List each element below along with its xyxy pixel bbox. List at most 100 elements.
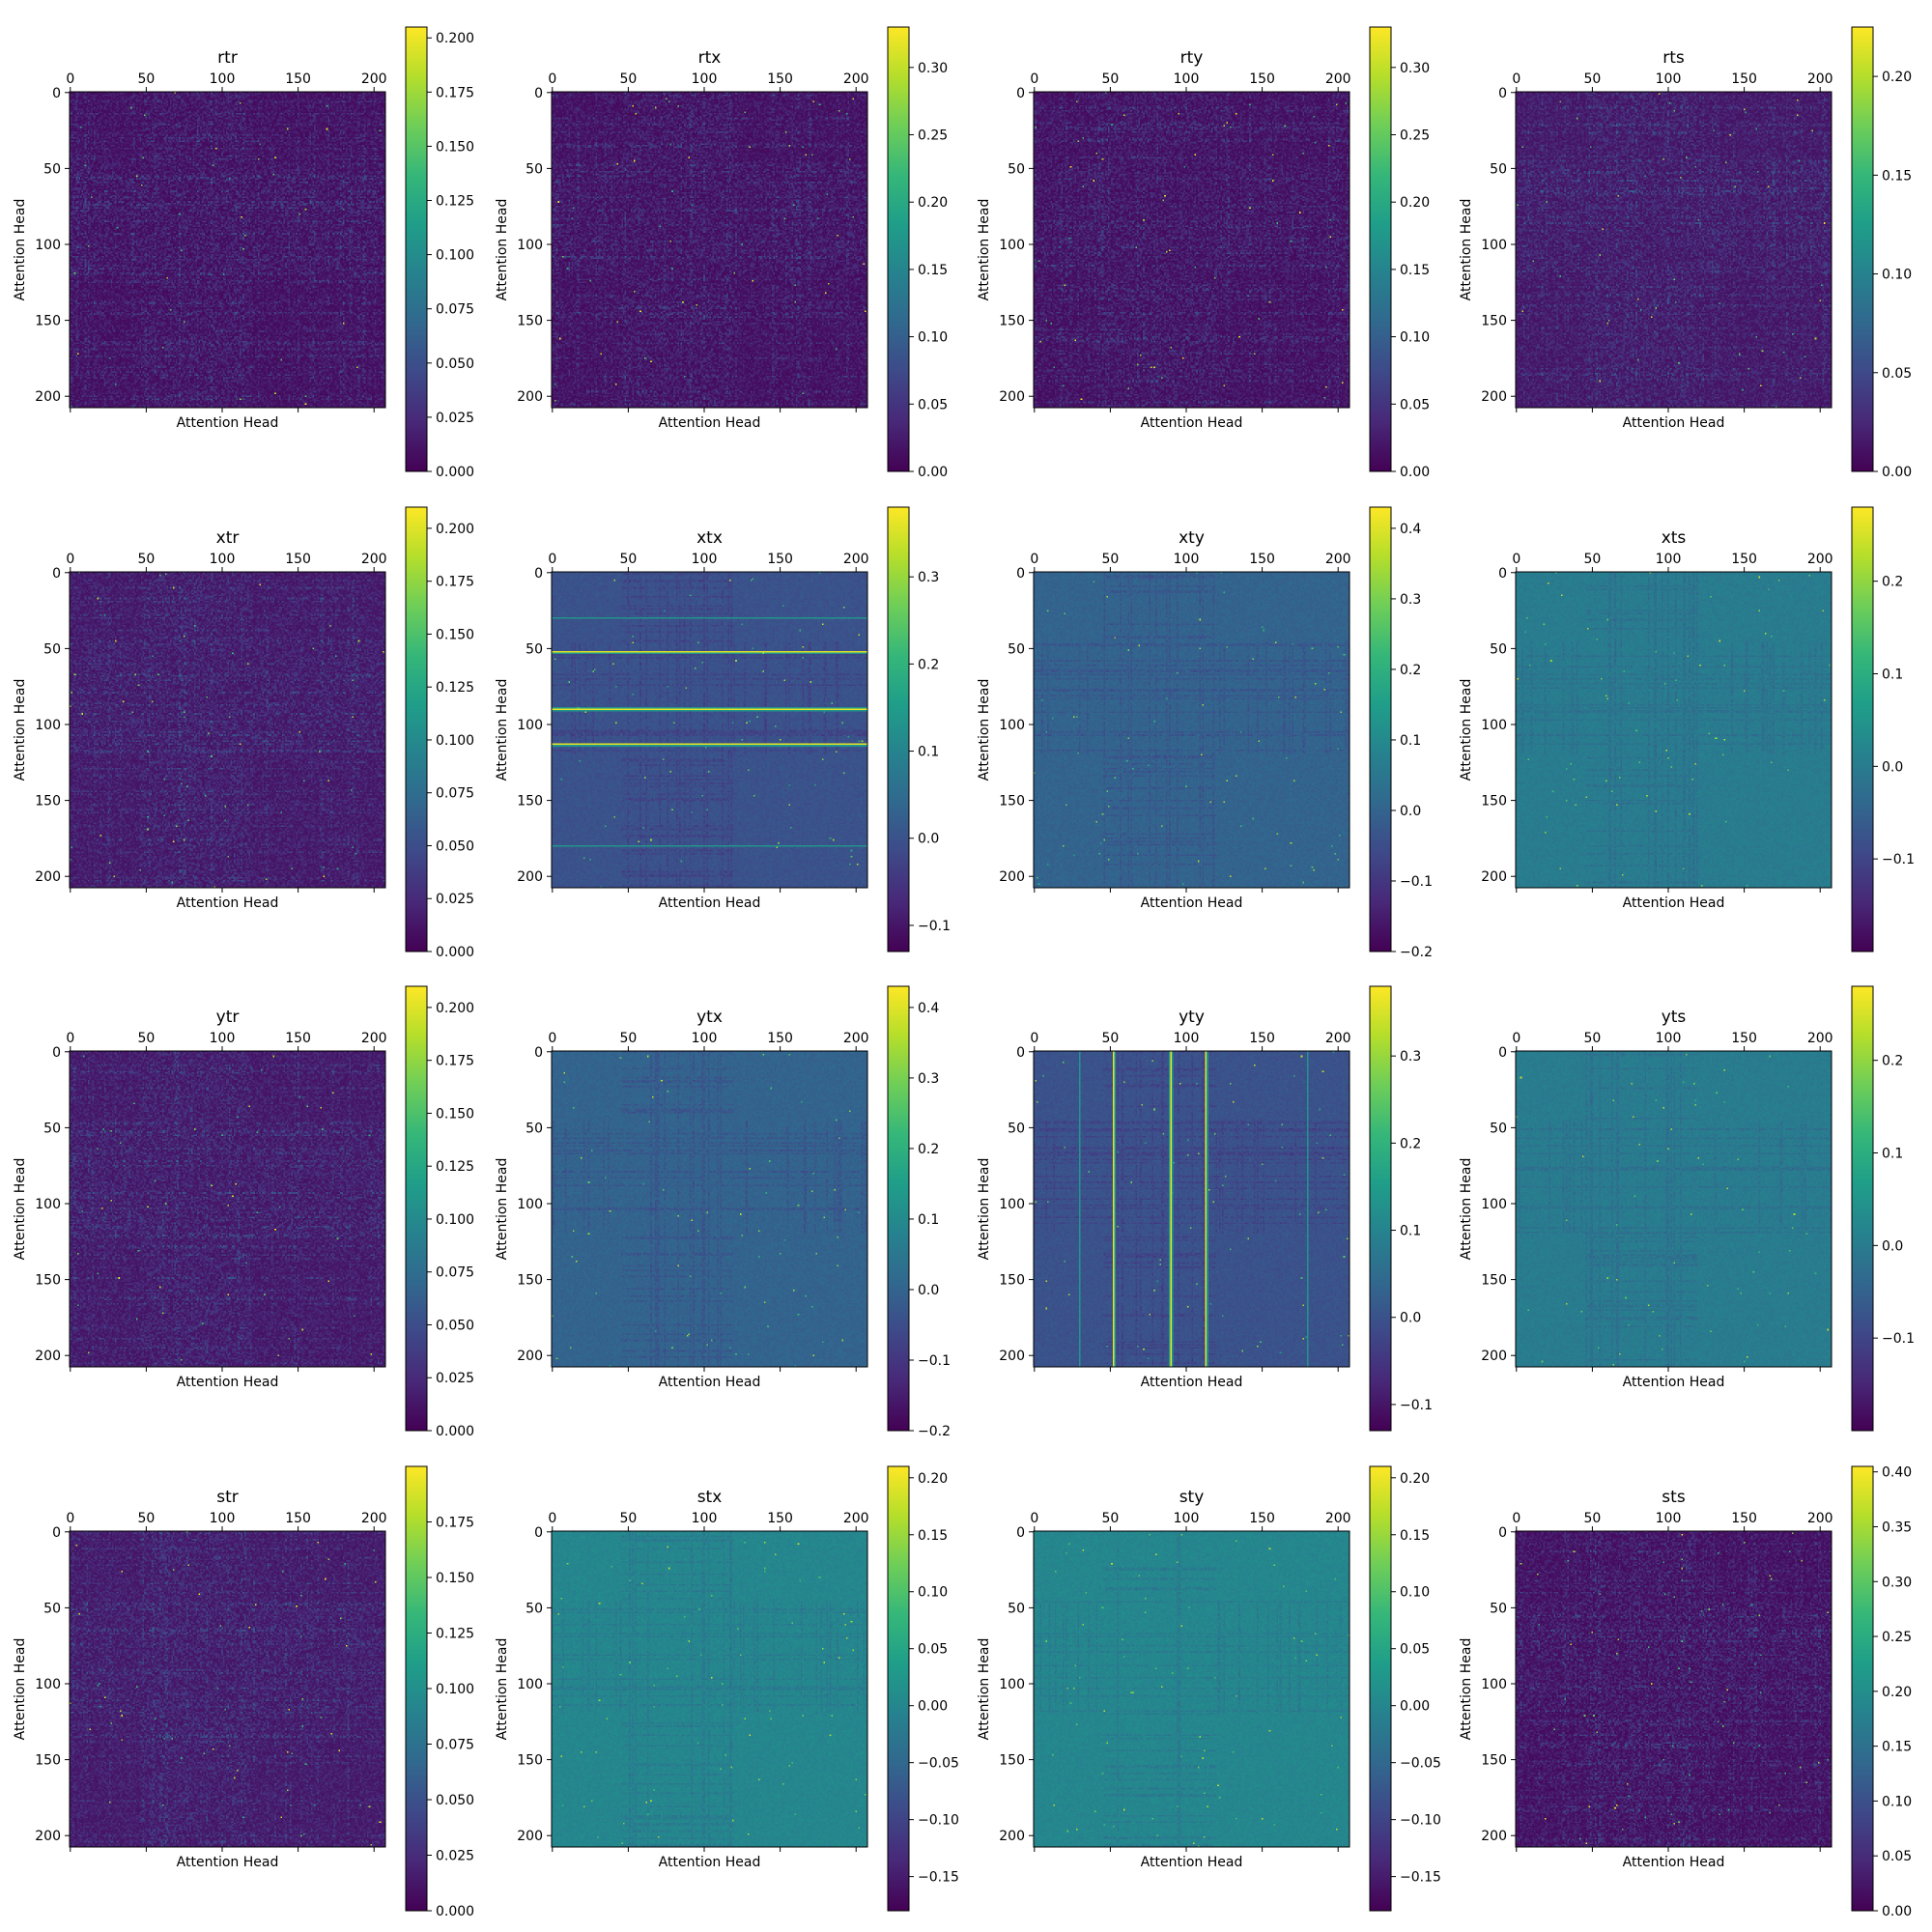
x-tick-label: 150 xyxy=(1249,1511,1275,1526)
x-tick-label: 100 xyxy=(210,71,236,87)
x-tick-label: 200 xyxy=(843,1031,869,1046)
x-axis-label: Attention Head xyxy=(1141,895,1243,911)
colorbar-tick-label: 0.15 xyxy=(1400,1528,1430,1544)
x-tick-label: 0 xyxy=(1030,1511,1038,1526)
colorbar-tick-label: 0.25 xyxy=(1400,128,1430,144)
colorbar-tick-label: 0.025 xyxy=(436,1849,474,1864)
colorbar-tick-label: 0.075 xyxy=(436,786,474,802)
y-tick-label: 0 xyxy=(1016,1525,1025,1541)
colorbar-tick-label: 0.075 xyxy=(436,302,474,318)
colorbar-tick-label: 0.25 xyxy=(918,128,948,144)
colorbar-frame xyxy=(1369,985,1392,1432)
colorbar: 0.000 0.025 0.050 0.075 0.100 0.125 0.150 0.175… xyxy=(405,985,474,1439)
y-tick-label: 150 xyxy=(999,1753,1025,1769)
colorbar-tick-label: 0.200 xyxy=(436,1001,474,1016)
colorbar-tick-label: 0.05 xyxy=(1400,1642,1430,1658)
colorbar-tick-label: 0.00 xyxy=(1400,465,1430,480)
colorbar-tick-label: 0.05 xyxy=(918,397,948,412)
x-tick-label: 100 xyxy=(1174,1031,1200,1046)
x-tick-label: 100 xyxy=(692,1511,718,1526)
colorbar-tick-label: 0.2 xyxy=(1882,1054,1903,1069)
axes-frame xyxy=(551,1050,868,1368)
y-axis-label: Attention Head xyxy=(1459,679,1474,781)
x-tick-label: 50 xyxy=(1101,1511,1119,1526)
x-tick-label: 200 xyxy=(361,1031,387,1046)
colorbar-tick-label: 0.20 xyxy=(1882,1685,1912,1700)
x-tick-label: 0 xyxy=(66,1031,74,1046)
x-tick-label: 150 xyxy=(767,1031,793,1046)
colorbar-gradient xyxy=(1370,986,1391,1431)
heatmap-panel-rts: rts 0 50 100 150 200 0 50 100 150 200 Attention Hea… xyxy=(1459,26,1912,480)
y-tick-label: 150 xyxy=(517,314,543,329)
x-tick-label: 100 xyxy=(210,1031,236,1046)
heatmap-cells xyxy=(552,572,867,888)
x-axis-label: Attention Head xyxy=(1141,1375,1243,1390)
colorbar-tick-label: 0.30 xyxy=(918,61,948,76)
panel-title: str xyxy=(216,1488,239,1507)
colorbar-tick-label: −0.1 xyxy=(1882,852,1915,867)
x-axis-label: Attention Head xyxy=(659,1375,761,1390)
y-axis-label: Attention Head xyxy=(977,199,992,301)
colorbar-gradient xyxy=(1370,507,1391,952)
x-tick-label: 200 xyxy=(843,71,869,87)
y-tick-label: 150 xyxy=(35,314,61,329)
panel-title: ytr xyxy=(216,1008,240,1027)
y-tick-label: 50 xyxy=(526,1121,543,1136)
y-tick-label: 100 xyxy=(999,1677,1025,1692)
heatmap-cells xyxy=(1516,1051,1832,1367)
x-tick-label: 200 xyxy=(361,1511,387,1526)
heatmap-panel-ytx: ytx 0 50 100 150 200 0 50 100 150 200 Attention Hea… xyxy=(495,985,951,1439)
colorbar-tick-label: 0.150 xyxy=(436,1106,474,1122)
x-tick-label: 150 xyxy=(285,1031,311,1046)
y-tick-label: 50 xyxy=(1008,641,1025,657)
colorbar: 0.00 0.05 0.10 0.15 0.20 0.25 0.30 0.35 0.40 xyxy=(1851,1465,1912,1919)
colorbar-tick-label: 0.10 xyxy=(918,1585,948,1601)
colorbar-tick-label: 0.200 xyxy=(436,522,474,537)
x-tick-label: 200 xyxy=(361,71,387,87)
colorbar-frame xyxy=(887,26,910,472)
x-tick-label: 100 xyxy=(692,1031,718,1046)
y-tick-label: 100 xyxy=(517,1197,543,1212)
y-tick-label: 0 xyxy=(52,566,61,582)
colorbar-gradient xyxy=(1852,27,1873,471)
axes-frame xyxy=(69,1530,386,1848)
colorbar-tick-label: 0.100 xyxy=(436,1212,474,1228)
y-tick-label: 0 xyxy=(1498,86,1507,101)
y-tick-label: 50 xyxy=(43,161,61,177)
colorbar-gradient xyxy=(406,507,427,952)
x-tick-label: 50 xyxy=(619,1031,637,1046)
colorbar-tick-label: 0.25 xyxy=(1882,1630,1912,1645)
x-axis-label: Attention Head xyxy=(177,415,279,431)
x-tick-label: 200 xyxy=(1325,71,1351,87)
colorbar: −0.2 −0.1 0.0 0.1 0.2 0.3 0.4 xyxy=(1369,506,1433,960)
colorbar-tick-label: 0.100 xyxy=(436,733,474,749)
heatmap-cells xyxy=(1034,1051,1350,1367)
colorbar-tick-label: 0.1 xyxy=(1400,1224,1421,1239)
y-tick-label: 100 xyxy=(517,1677,543,1692)
heatmap-cells xyxy=(1516,92,1832,408)
y-tick-label: 150 xyxy=(1481,794,1507,810)
colorbar-tick-label: 0.05 xyxy=(1882,366,1912,382)
y-tick-label: 150 xyxy=(1481,314,1507,329)
x-tick-label: 50 xyxy=(1101,552,1119,567)
x-tick-label: 200 xyxy=(1807,1031,1833,1046)
panel-title: rtx xyxy=(698,48,722,68)
x-tick-label: 100 xyxy=(1174,71,1200,87)
colorbar-tick-label: 0.1 xyxy=(918,745,939,760)
colorbar-tick-label: 0.15 xyxy=(918,263,948,278)
y-tick-label: 0 xyxy=(1498,566,1507,582)
colorbar-tick-label: 0.20 xyxy=(918,195,948,211)
y-tick-label: 200 xyxy=(517,869,543,885)
panel-title: rts xyxy=(1662,48,1685,68)
colorbar-tick-label: 0.0 xyxy=(1882,759,1903,775)
y-tick-label: 100 xyxy=(35,718,61,733)
x-tick-label: 200 xyxy=(1325,1031,1351,1046)
y-tick-label: 0 xyxy=(1016,86,1025,101)
axes-frame xyxy=(1515,1530,1833,1848)
x-axis-label: Attention Head xyxy=(177,895,279,911)
heatmap-cells xyxy=(70,1051,385,1367)
axes-frame xyxy=(551,571,868,889)
x-tick-label: 50 xyxy=(137,1031,155,1046)
y-tick-label: 200 xyxy=(517,1829,543,1844)
colorbar-tick-label: 0.150 xyxy=(436,139,474,155)
